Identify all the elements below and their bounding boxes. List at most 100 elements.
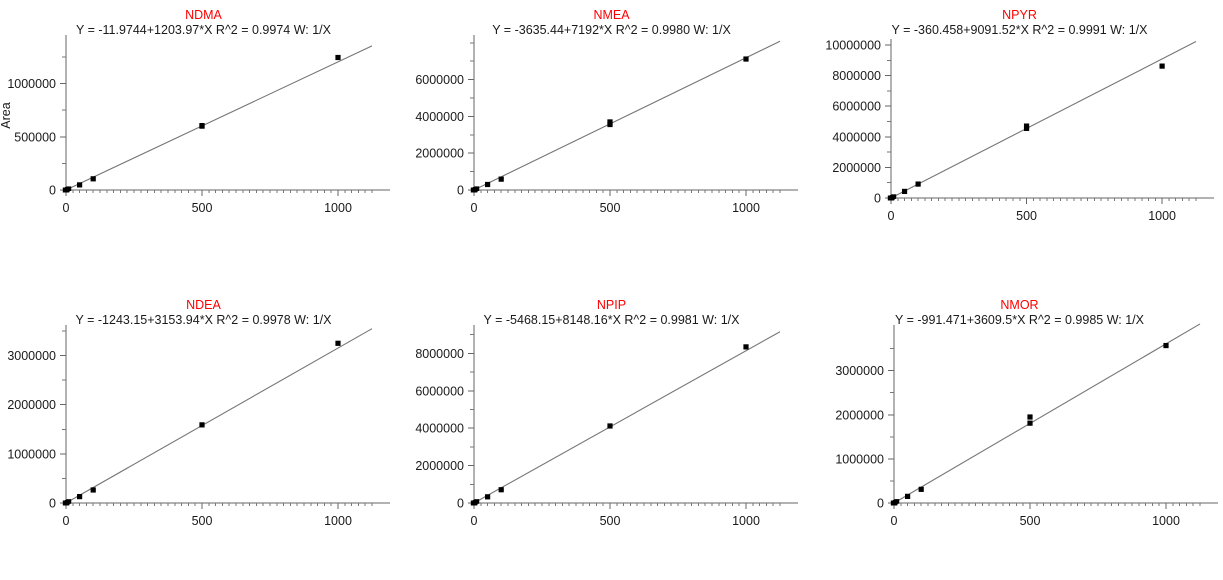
- data-point: [66, 186, 72, 192]
- data-point: [1027, 414, 1033, 420]
- y-tick-label: 0: [457, 497, 464, 511]
- x-tick-label: 500: [600, 201, 621, 215]
- y-tick-label: 500000: [14, 130, 56, 144]
- x-tick-label: 0: [888, 209, 895, 223]
- regression-fit-line: [473, 40, 781, 191]
- y-tick-label: 4000000: [415, 422, 464, 436]
- y-tick-label: 1000000: [7, 77, 56, 91]
- data-point: [335, 54, 341, 61]
- plot-area: 0 500 1000 0 1000000 2000000 3000000 Area: [816, 323, 1218, 528]
- y-tick-label: 0: [49, 497, 56, 511]
- plot-area: 050010000100000020000003000000Area: [7, 325, 390, 528]
- data-point-group: [890, 342, 1169, 506]
- data-point: [894, 499, 900, 504]
- y-tick-label: 3000000: [7, 349, 56, 363]
- data-point: [1159, 63, 1165, 69]
- y-tick-label: 10000000: [825, 39, 881, 53]
- y-tick-label: 1000000: [835, 452, 884, 466]
- data-point: [77, 182, 83, 188]
- data-point: [498, 176, 504, 182]
- data-point: [1023, 123, 1030, 129]
- data-point: [90, 176, 96, 182]
- x-tick-label: 1000: [1152, 514, 1180, 528]
- data-point: [90, 487, 96, 493]
- y-tick-label: 4000000: [415, 110, 464, 124]
- data-point: [66, 499, 72, 504]
- y-tick-label: 0: [49, 184, 56, 198]
- y-tick-label: 2000000: [7, 398, 56, 412]
- data-point: [474, 499, 480, 504]
- data-point: [905, 493, 911, 499]
- y-tick-label: 0: [874, 192, 881, 206]
- data-point: [199, 422, 205, 428]
- data-point: [498, 487, 504, 493]
- y-tick-label: 2000000: [415, 459, 464, 473]
- data-point: [743, 56, 749, 62]
- data-point: [335, 340, 341, 346]
- x-tick-label: 1000: [324, 514, 352, 528]
- x-tick-label: 0: [891, 514, 898, 528]
- data-point: [1027, 420, 1033, 426]
- x-tick-label: 1000: [732, 514, 760, 528]
- y-tick-label: 2000000: [835, 408, 884, 422]
- regression-fit-line: [473, 331, 781, 504]
- data-point-group: [887, 63, 1165, 201]
- x-tick-label: 0: [471, 514, 478, 528]
- plot-area: 050010000200000040000006000000Area: [415, 35, 798, 215]
- data-point: [607, 119, 613, 125]
- x-tick-label: 0: [63, 201, 70, 215]
- regression-fit-line: [890, 41, 1197, 199]
- y-tick-label: 0: [877, 497, 884, 511]
- y-tick-label: 8000000: [415, 347, 464, 361]
- data-point-group: [470, 56, 749, 193]
- regression-fit-line: [65, 45, 373, 191]
- data-point: [485, 181, 491, 188]
- data-point: [474, 186, 480, 191]
- x-tick-label: 0: [63, 514, 70, 528]
- data-point: [918, 486, 924, 492]
- data-point: [891, 194, 897, 199]
- y-tick-label: 1000000: [7, 447, 56, 461]
- data-point-group: [470, 344, 749, 506]
- y-tick-label: 6000000: [415, 73, 464, 87]
- y-tick-label: 2000000: [415, 147, 464, 161]
- x-tick-label: 500: [192, 514, 213, 528]
- chart-panel-nmor: NMOR Y = -991.471+3609.5*X R^2 = 0.9985 W…: [816, 290, 1223, 580]
- y-tick-label: 2000000: [832, 161, 881, 175]
- regression-fit-line: [65, 328, 373, 504]
- y-tick-label: 4000000: [832, 130, 881, 144]
- x-tick-label: 1000: [732, 201, 760, 215]
- y-tick-label: 0: [457, 184, 464, 198]
- y-tick-label: 6000000: [832, 100, 881, 114]
- x-tick-label: 0: [471, 201, 478, 215]
- plot-area: 0 500 1000 0 500000 1000000 Area: [0, 35, 390, 215]
- data-point: [915, 181, 921, 187]
- regression-fit-line: [893, 323, 1201, 504]
- data-point-group: [62, 54, 341, 193]
- y-tick-label: 3000000: [835, 364, 884, 378]
- x-tick-label: 500: [1016, 209, 1037, 223]
- data-point: [743, 344, 749, 350]
- plot-area: 0500100002000000400000060000008000000Are…: [415, 325, 798, 528]
- data-point: [607, 423, 613, 429]
- data-point: [199, 123, 205, 129]
- chart-panel-ndea: NDEA Y = -1243.15+3153.94*X R^2 = 0.9978 …: [0, 290, 407, 580]
- x-tick-label: 500: [192, 201, 213, 215]
- chart-panel-npip: NPIP Y = -5468.15+8148.16*X R^2 = 0.9981 …: [408, 290, 815, 580]
- data-point-group: [62, 340, 341, 506]
- x-tick-label: 500: [600, 514, 621, 528]
- y-axis-label: Area: [816, 404, 817, 430]
- x-tick-label: 1000: [1148, 209, 1176, 223]
- x-tick-label: 1000: [324, 201, 352, 215]
- chart-panel-npyr: NPYR Y = -360.458+9091.52*X R^2 = 0.9991 …: [816, 0, 1223, 290]
- y-tick-label: 6000000: [415, 384, 464, 398]
- data-point: [1163, 342, 1169, 349]
- x-tick-label: 500: [1020, 514, 1041, 528]
- data-point: [485, 494, 491, 500]
- plot-area: 0 500 1000 0 2000000 4000000 6000000 8000000 100…: [825, 39, 1214, 223]
- y-tick-label: 8000000: [832, 69, 881, 83]
- chart-panel-nmea: NMEA Y = -3635.44+7192*X R^2 = 0.9980 W: …: [408, 0, 815, 290]
- y-axis-label: Area: [0, 102, 13, 128]
- data-point: [77, 494, 83, 500]
